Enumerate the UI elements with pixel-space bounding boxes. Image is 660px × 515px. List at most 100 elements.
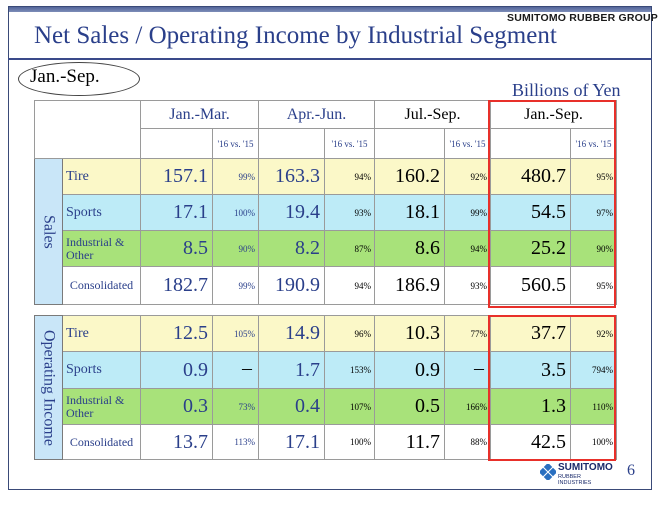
pct-cell: 113% (212, 424, 259, 460)
pct-cell: 73% (212, 388, 259, 425)
segment-label: Sports (62, 351, 141, 389)
value-cell: 0.5 (374, 388, 445, 425)
subheader-row: '16 vs. '15 '16 vs. '15 '16 vs. '15 '16 … (35, 128, 617, 159)
pct-cell: 99% (212, 266, 259, 305)
table-row: Industrial & Other 0.3 73% 0.4 107% 0.5 … (35, 388, 617, 425)
value-cell: 157.1 (140, 158, 213, 195)
value-cell: 182.7 (140, 266, 213, 305)
pct-cell: 107% (324, 388, 375, 425)
value-cell: 560.5 (490, 266, 571, 305)
sales-label: Sales (40, 214, 58, 249)
value-cell: 19.4 (258, 194, 325, 231)
pct-cell: 94% (324, 158, 375, 195)
value-cell: 0.9 (140, 351, 213, 389)
period-oval (18, 62, 140, 96)
pct-cell: 100% (324, 424, 375, 460)
pct-cell: － (444, 351, 491, 389)
pct-cell: 92% (444, 158, 491, 195)
value-cell: 1.7 (258, 351, 325, 389)
table-row: Consolidated 182.7 99% 190.9 94% 186.9 9… (35, 266, 617, 305)
header-blank (34, 100, 141, 159)
company-logo: SUMITOMO RUBBER INDUSTRIES (540, 461, 613, 486)
table-row: Consolidated 13.7 113% 17.1 100% 11.7 88… (35, 424, 617, 460)
operating-side-label: Operating Income (34, 315, 63, 460)
segment-label: Tire (62, 315, 141, 352)
pct-cell: 166% (444, 388, 491, 425)
value-cell: 13.7 (140, 424, 213, 460)
pct-cell: 794% (570, 351, 617, 389)
value-cell: 12.5 (140, 315, 213, 352)
title-divider (8, 58, 652, 60)
col-header-q3: Jul.-Sep. (374, 100, 491, 129)
value-cell: 8.6 (374, 230, 445, 267)
table-row: Industrial & Other 8.5 90% 8.2 87% 8.6 9… (35, 230, 617, 267)
compare-header: '16 vs. '15 (444, 128, 491, 159)
pct-cell: 97% (570, 194, 617, 231)
pct-cell: 87% (324, 230, 375, 267)
page-title: Net Sales / Operating Income by Industri… (34, 22, 557, 49)
ytd-highlight-box-operating (488, 315, 616, 461)
sales-side-label: Sales (34, 158, 63, 305)
sumitomo-logo-icon (540, 464, 556, 480)
pct-cell: 100% (212, 194, 259, 231)
pct-cell: 95% (570, 266, 617, 305)
pct-cell: 110% (570, 388, 617, 425)
logo-subtitle: RUBBER INDUSTRIES (558, 474, 592, 486)
logo-name: SUMITOMO (558, 462, 613, 473)
unit-label: Billions of Yen (512, 80, 621, 100)
value-cell: 0.9 (374, 351, 445, 389)
pct-cell: 90% (212, 230, 259, 267)
value-cell: 17.1 (140, 194, 213, 231)
header-row: Jan.-Mar. Apr.-Jun. Jul.-Sep. Jan.-Sep. (34, 100, 617, 159)
pct-cell: 88% (444, 424, 491, 460)
pct-cell: 99% (212, 158, 259, 195)
compare-header: '16 vs. '15 (212, 128, 259, 159)
value-cell: 17.1 (258, 424, 325, 460)
pct-cell: 94% (324, 266, 375, 305)
value-cell: 186.9 (374, 266, 445, 305)
brand-name: SUMITOMO RUBBER GROUP (506, 12, 658, 24)
table-row: Sales Tire 157.1 99% 163.3 94% 160.2 92%… (34, 158, 617, 305)
value-cell: 54.5 (490, 194, 571, 231)
pct-cell: 93% (324, 194, 375, 231)
value-cell: 11.7 (374, 424, 445, 460)
sales-table: Jan.-Mar. Apr.-Jun. Jul.-Sep. Jan.-Sep. … (34, 100, 617, 305)
value-cell: 1.3 (490, 388, 571, 425)
segment-label: Tire (62, 158, 141, 195)
pct-cell: 94% (444, 230, 491, 267)
pct-cell: 95% (570, 158, 617, 195)
pct-cell: 77% (444, 315, 491, 352)
value-cell: 8.2 (258, 230, 325, 267)
period-label: Jan.-Sep. (30, 66, 100, 87)
compare-header: '16 vs. '15 (570, 128, 617, 159)
value-cell: 163.3 (258, 158, 325, 195)
ytd-highlight-box-sales (488, 100, 616, 308)
col-header-q2: Apr.-Jun. (258, 100, 375, 129)
pct-cell: 96% (324, 315, 375, 352)
segment-label: Industrial & Other (62, 388, 141, 425)
table-row: Sports 17.1 100% 19.4 93% 18.1 99% 54.5 … (35, 194, 617, 231)
segment-label: Consolidated (62, 424, 141, 460)
compare-header: '16 vs. '15 (324, 128, 375, 159)
table-row: Operating Income Tire 12.5 105% 14.9 96%… (34, 315, 617, 460)
segment-label: Consolidated (62, 266, 141, 305)
operating-label: Operating Income (40, 329, 58, 446)
value-cell: 0.4 (258, 388, 325, 425)
value-cell: 10.3 (374, 315, 445, 352)
value-cell: 18.1 (374, 194, 445, 231)
col-header-ytd: Jan.-Sep. (490, 100, 617, 129)
pct-cell: 99% (444, 194, 491, 231)
operating-income-table: Operating Income Tire 12.5 105% 14.9 96%… (34, 315, 617, 460)
page-number: 6 (627, 462, 635, 479)
value-cell: 3.5 (490, 351, 571, 389)
value-cell: 0.3 (140, 388, 213, 425)
pct-cell: 93% (444, 266, 491, 305)
table-row: Sports 0.9 － 1.7 153% 0.9 － 3.5 794% (35, 351, 617, 389)
pct-cell: 100% (570, 424, 617, 460)
segment-label: Industrial & Other (62, 230, 141, 267)
col-header-q1: Jan.-Mar. (140, 100, 259, 129)
slide-frame (8, 6, 652, 490)
pct-cell: 105% (212, 315, 259, 352)
segment-label: Sports (62, 194, 141, 231)
header-bar (8, 6, 652, 12)
